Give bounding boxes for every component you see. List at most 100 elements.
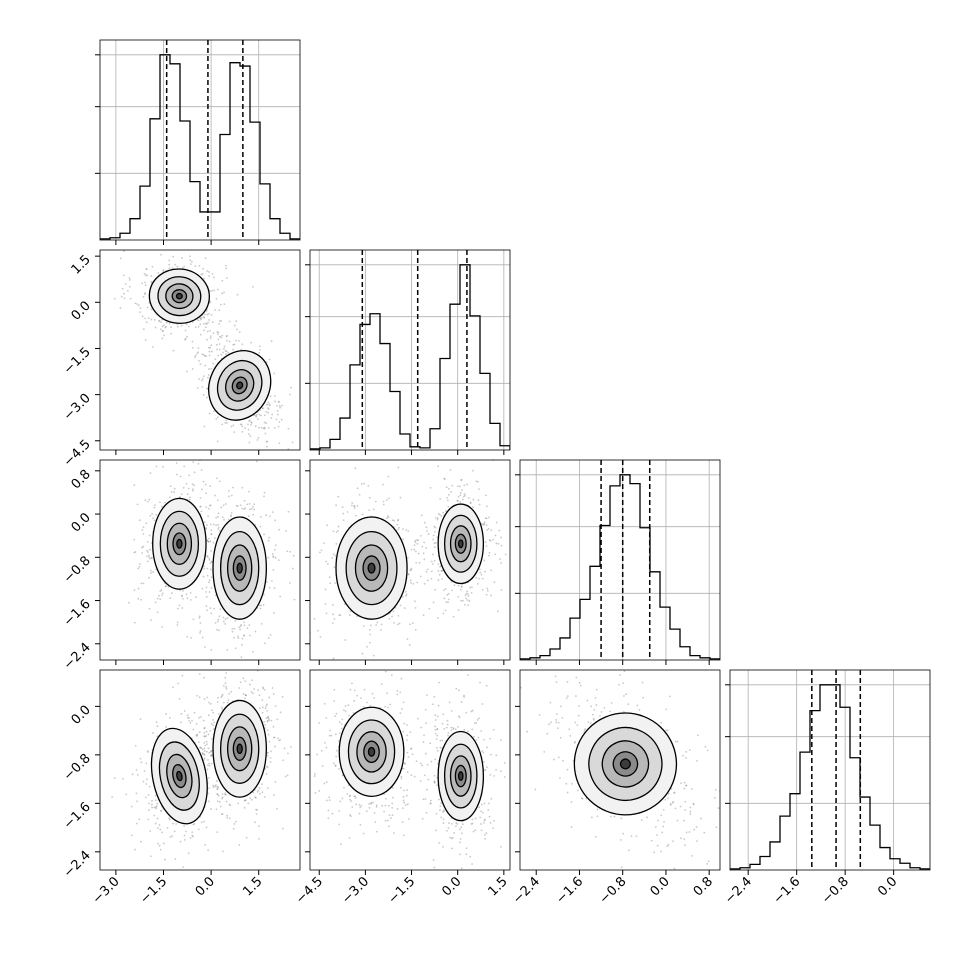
sample-point — [425, 547, 428, 549]
sample-point — [224, 793, 226, 796]
sample-point — [387, 825, 390, 828]
sample-point — [324, 742, 326, 744]
sample-point — [657, 819, 659, 822]
sample-point — [254, 797, 257, 799]
sample-point — [465, 853, 468, 856]
sample-point — [120, 295, 123, 298]
sample-point — [199, 622, 202, 624]
sample-point — [278, 442, 281, 445]
sample-point — [243, 499, 246, 502]
sample-point — [179, 840, 182, 843]
sample-point — [273, 736, 276, 739]
sample-point — [208, 275, 211, 277]
sample-point — [610, 702, 613, 704]
sample-point — [209, 562, 212, 564]
sample-point — [111, 796, 114, 798]
sample-point — [467, 593, 469, 595]
sample-point — [161, 831, 163, 834]
sample-point — [221, 708, 224, 711]
sample-point — [555, 681, 558, 683]
x-tick-label: 0.0 — [439, 874, 464, 899]
sample-point — [212, 362, 215, 365]
sample-point — [268, 404, 271, 407]
sample-point — [281, 404, 284, 407]
sample-point — [481, 703, 484, 705]
sample-point — [673, 792, 675, 794]
sample-point — [253, 503, 256, 506]
sample-point — [448, 822, 450, 825]
sample-point — [146, 555, 148, 558]
sample-point — [149, 569, 152, 572]
sample-point — [266, 716, 269, 719]
sample-point — [168, 267, 171, 269]
sample-point — [287, 510, 290, 513]
sample-point — [695, 825, 698, 828]
sample-point — [179, 721, 182, 724]
sample-point — [490, 594, 492, 597]
sample-point — [459, 492, 462, 494]
sample-point — [355, 514, 357, 517]
sample-point — [272, 725, 275, 728]
sample-point — [263, 688, 266, 691]
sample-point — [205, 586, 208, 589]
sample-point — [148, 802, 150, 805]
sample-point — [233, 627, 236, 630]
x-tick-label: 0.0 — [875, 874, 900, 899]
sample-point — [229, 514, 232, 517]
sample-point — [464, 494, 467, 497]
sample-point — [333, 700, 336, 702]
sample-point — [219, 608, 222, 611]
sample-point — [178, 242, 180, 244]
sample-point — [485, 593, 488, 596]
sample-point — [186, 445, 188, 447]
sample-point — [406, 557, 409, 559]
sample-point — [172, 349, 175, 352]
sample-point — [289, 550, 291, 553]
sample-point — [354, 796, 357, 799]
sample-point — [164, 585, 167, 588]
sample-point — [205, 506, 208, 509]
sample-point — [225, 267, 228, 270]
sample-point — [206, 396, 208, 399]
sample-point — [199, 505, 202, 508]
sample-point — [397, 518, 400, 521]
sample-point — [123, 250, 125, 252]
sample-point — [402, 538, 405, 541]
sample-point — [179, 589, 182, 592]
density-panel-3-1: −2.4−1.6−0.80.00.8 — [61, 445, 301, 673]
sample-point — [262, 407, 264, 410]
sample-point — [218, 343, 221, 345]
sample-point — [478, 488, 480, 491]
sample-point — [214, 621, 217, 624]
sample-point — [492, 538, 494, 541]
sample-point — [200, 318, 202, 321]
sample-point — [205, 730, 208, 733]
sample-point — [195, 734, 198, 737]
sample-point — [403, 789, 406, 792]
sample-point — [205, 355, 208, 357]
sample-point — [216, 628, 219, 631]
sample-point — [384, 804, 387, 807]
sample-point — [226, 814, 228, 817]
sample-point — [313, 618, 316, 620]
sample-point — [266, 729, 269, 731]
sample-point — [208, 591, 211, 593]
sample-point — [356, 694, 359, 697]
sample-point — [178, 604, 181, 607]
sample-point — [173, 830, 176, 833]
sample-point — [169, 597, 172, 600]
sample-point — [200, 821, 203, 824]
sample-point — [714, 788, 717, 791]
sample-point — [390, 674, 393, 677]
sample-point — [568, 728, 571, 731]
sample-point — [165, 726, 168, 728]
sample-point — [210, 533, 213, 536]
sample-point — [693, 828, 696, 831]
sample-point — [273, 587, 276, 590]
sample-point — [142, 582, 145, 585]
sample-point — [347, 704, 350, 707]
density-panel-3-2 — [305, 459, 511, 665]
x-tick-label: 0.0 — [193, 874, 218, 899]
sample-point — [355, 803, 358, 806]
sample-point — [266, 719, 269, 722]
